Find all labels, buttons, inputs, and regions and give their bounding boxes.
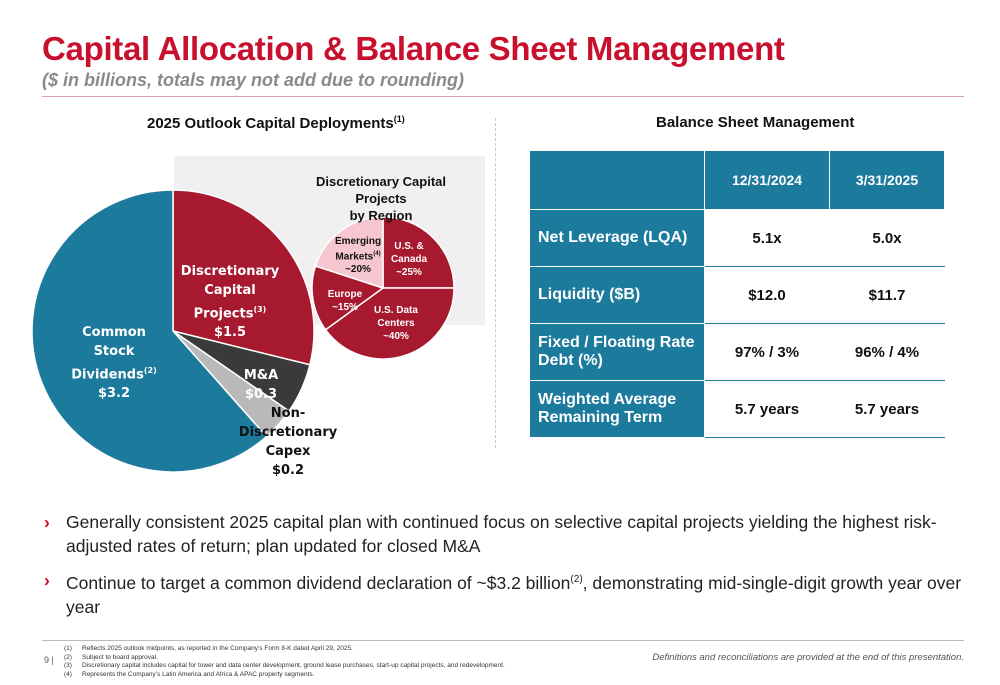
bullet-item: › Generally consistent 2025 capital plan… — [44, 512, 937, 556]
right-section-heading: Balance Sheet Management — [656, 114, 855, 131]
table-cell: $12.0 — [704, 266, 830, 324]
footnote: (4) Represents the Company’s Latin Americ… — [64, 670, 315, 678]
table-row: Fixed / Floating Rate Debt (%) 97% / 3% … — [529, 323, 946, 381]
table-cell: $11.7 — [828, 266, 946, 324]
column-header: 12/31/2024 — [704, 150, 830, 210]
column-header: 3/31/2025 — [828, 150, 946, 210]
page-number: 9 | — [44, 655, 54, 665]
section-divider — [495, 118, 496, 448]
table-corner-cell — [529, 150, 705, 210]
region-slice-europe — [311, 265, 385, 331]
footnotes: (1) Reflects 2025 outlook midpoints, as r… — [64, 645, 505, 679]
row-label: Liquidity ($B) — [529, 266, 705, 324]
header-divider — [42, 96, 964, 97]
region-label-europe: Europe ~15% — [327, 289, 363, 313]
definitions-note: Definitions and reconciliations are prov… — [652, 652, 964, 663]
table-cell: 5.7 years — [828, 380, 946, 438]
page-title: Capital Allocation & Balance Sheet Manag… — [42, 30, 785, 67]
table-row: Weighted Average Remaining Term 5.7 year… — [529, 380, 946, 438]
inset-chart-title: Discretionary Capital Projects by Region — [315, 174, 447, 223]
capital-slice-discretionary-capital-projects — [172, 189, 315, 366]
slice-label-discretionary: Discretionary Capital Projects(3) $1.5 — [180, 264, 280, 341]
table-cell: 97% / 3% — [704, 323, 830, 381]
region-slice-emerging-markets — [314, 216, 384, 290]
row-label: Fixed / Floating Rate Debt (%) — [529, 323, 705, 381]
region-slice-u-s-canada — [382, 216, 455, 289]
table-row: Net Leverage (LQA) 5.1x 5.0x — [529, 209, 946, 267]
slice-label-ma: M&A $0.3 — [243, 368, 279, 402]
footer-divider — [42, 640, 964, 641]
table-cell: 5.7 years — [704, 380, 830, 438]
bullet-item: › Continue to target a common dividend d… — [44, 570, 962, 617]
slice-label-dividends: Common Stock Dividends(2) $3.2 — [71, 325, 157, 402]
table-cell: 96% / 4% — [828, 323, 946, 381]
table-row: Liquidity ($B) $12.0 $11.7 — [529, 266, 946, 324]
region-label-us-data-centers: U.S. Data Centers ~40% — [374, 305, 418, 342]
left-section-heading: 2025 Outlook Capital Deployments(1) — [147, 114, 405, 132]
table-cell: 5.0x — [828, 209, 946, 267]
table-cell: 5.1x — [704, 209, 830, 267]
slice-label-non-discretionary: Non- Discretionary Capex $0.2 — [238, 406, 338, 478]
region-label-us-canada: U.S. & Canada ~25% — [390, 241, 428, 278]
row-label: Weighted Average Remaining Term — [529, 380, 705, 438]
footnote: (1) Reflects 2025 outlook midpoints, as r… — [64, 645, 353, 652]
balance-sheet-table: 12/31/2024 3/31/2025 Net Leverage (LQA) … — [529, 150, 946, 438]
region-slice-u-s-data-centers — [324, 287, 455, 360]
region-label-emerging-markets: Emerging Markets(4) ~20% — [334, 236, 382, 276]
bullet-list: › Generally consistent 2025 capital plan… — [44, 510, 964, 629]
capital-slice-common-stock-dividends — [31, 189, 268, 473]
table-header-row: 12/31/2024 3/31/2025 — [529, 150, 946, 210]
page-subtitle: ($ in billions, totals may not add due t… — [42, 70, 464, 90]
footnote: (2) Subject to board approval. — [64, 653, 158, 661]
chevron-icon: › — [44, 512, 50, 532]
row-label: Net Leverage (LQA) — [529, 209, 705, 267]
footnote: (3) Discretionary capital includes capita… — [64, 662, 505, 669]
chevron-icon: › — [44, 570, 50, 590]
